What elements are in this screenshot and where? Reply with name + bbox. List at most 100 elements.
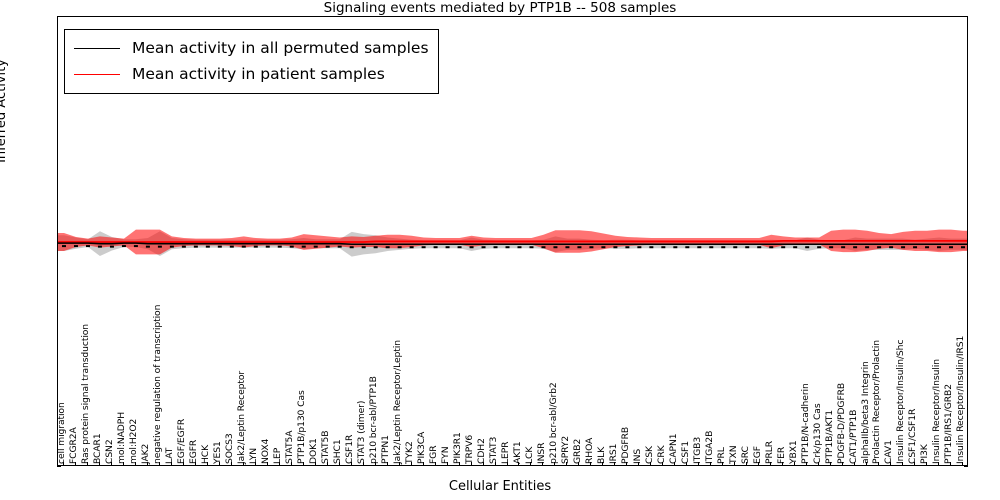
x-tick-mark — [266, 462, 268, 466]
x-tick-mark — [710, 462, 712, 466]
x-tick-mark — [314, 462, 316, 466]
x-tick-mark — [254, 462, 256, 466]
x-tick-label: Insulin Receptor/Insulin — [931, 359, 943, 464]
x-tick-label: YES1 — [212, 441, 224, 464]
x-tick-label: HCK — [200, 444, 212, 464]
category-marker — [481, 246, 486, 249]
x-tick-label: CAPN1 — [667, 433, 679, 464]
x-tick-mark — [326, 462, 328, 466]
category-marker — [745, 246, 750, 249]
category-marker — [337, 245, 342, 248]
x-tick-mark — [686, 462, 688, 466]
category-marker — [553, 246, 558, 249]
x-tick-label: LAT — [164, 447, 176, 464]
category-marker — [829, 246, 834, 249]
category-marker — [697, 246, 702, 249]
category-marker — [685, 246, 690, 249]
category-marker — [253, 245, 258, 248]
category-marker — [805, 246, 810, 249]
x-tick-mark — [218, 462, 220, 466]
x-tick-label: FYN — [439, 446, 451, 464]
category-marker — [217, 245, 222, 248]
x-tick-mark — [170, 462, 172, 466]
x-tick-mark — [182, 462, 184, 466]
x-tick-label: STAT3 — [487, 436, 499, 464]
x-tick-label: SHC1 — [332, 439, 344, 464]
category-marker — [817, 246, 822, 249]
x-tick-mark — [602, 462, 604, 466]
x-tick-label: DOK1 — [308, 438, 320, 464]
category-marker — [409, 246, 414, 249]
x-tick-label: YBX1 — [787, 440, 799, 464]
x-tick-label: PDGFRB — [619, 426, 631, 464]
x-tick-label: STAT3 (dimer) — [356, 400, 368, 464]
x-tick-mark — [506, 462, 508, 466]
x-tick-mark — [758, 462, 760, 466]
x-tick-label: CSK — [643, 446, 655, 464]
x-tick-mark — [878, 462, 880, 466]
x-tick-mark — [374, 462, 376, 466]
x-tick-mark — [230, 462, 232, 466]
x-tick-mark — [74, 462, 76, 466]
x-tick-mark — [350, 462, 352, 466]
x-tick-label: PDGFB-D/PDGFRB — [835, 382, 847, 464]
x-tick-mark — [578, 462, 580, 466]
x-tick-label: LEPR — [499, 441, 511, 464]
x-tick-label: CRK — [655, 445, 667, 464]
legend-label-patient: Mean activity in patient samples — [132, 65, 385, 83]
x-tick-label: negative regulation of transcription — [152, 304, 164, 464]
category-marker — [529, 246, 534, 249]
x-tick-label: SRC — [739, 446, 751, 464]
x-tick-label: PTP1B/IRS1/GRB2 — [943, 384, 955, 464]
x-tick-label: PI3K — [919, 444, 931, 464]
category-marker — [541, 246, 546, 249]
x-tick-label: PTP1B/p130 Cas — [296, 390, 308, 464]
x-tick-label: CAV1 — [883, 440, 895, 464]
x-tick-mark — [830, 462, 832, 466]
permuted-mean-line — [58, 242, 967, 246]
y-tick-mark — [57, 466, 61, 467]
x-tick-label: CSF1 — [679, 441, 691, 464]
x-tick-label: EGF — [751, 446, 763, 464]
category-marker — [121, 245, 126, 248]
category-marker — [457, 246, 462, 249]
x-tick-mark — [674, 462, 676, 466]
legend-label-permuted: Mean activity in all permuted samples — [132, 39, 429, 57]
category-marker — [205, 245, 210, 248]
series-svg — [58, 229, 967, 257]
legend-item-patient: Mean activity in patient samples — [74, 61, 429, 87]
category-marker — [277, 245, 282, 248]
category-marker — [313, 245, 318, 248]
category-marker — [85, 245, 90, 248]
x-tick-mark — [938, 462, 940, 466]
x-tick-mark — [410, 462, 412, 466]
x-tick-mark — [782, 462, 784, 466]
category-marker — [73, 245, 78, 248]
x-tick-mark — [482, 462, 484, 466]
x-tick-mark — [962, 462, 963, 466]
x-tick-mark — [134, 462, 136, 466]
category-marker — [661, 246, 666, 249]
category-marker — [841, 246, 846, 249]
x-tick-label: CSF1R — [344, 434, 356, 464]
category-marker — [721, 246, 726, 249]
x-tick-label: GRB2 — [571, 438, 583, 464]
x-tick-mark — [554, 462, 556, 466]
x-tick-label: alphaIIb/beta3 Integrin — [859, 361, 871, 464]
x-tick-label: PRLR — [763, 440, 775, 464]
x-axis-label: Cellular Entities — [448, 479, 552, 494]
x-tick-label: BLK — [595, 446, 607, 464]
x-tick-mark — [62, 462, 64, 466]
x-tick-label: Jak2/Leptin Receptor/Leptin — [392, 340, 404, 464]
legend-line-swatch-patient — [74, 73, 120, 75]
category-marker — [625, 246, 630, 249]
category-marker — [241, 245, 246, 248]
x-tick-label: CDH2 — [475, 438, 487, 464]
x-tick-label: INSR — [535, 442, 547, 464]
category-marker — [589, 246, 594, 249]
category-marker — [577, 246, 582, 249]
category-marker — [865, 246, 870, 249]
x-tick-label: PTP1B/N-cadherin — [799, 383, 811, 464]
x-tick-label: Insulin Receptor/Insulin/Shc — [895, 339, 907, 464]
category-marker — [469, 246, 474, 249]
